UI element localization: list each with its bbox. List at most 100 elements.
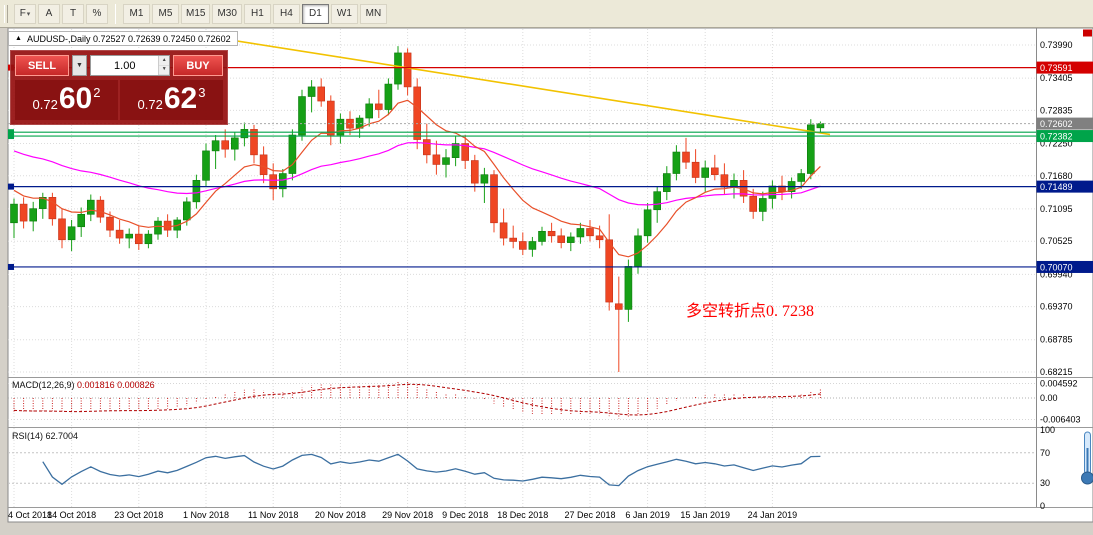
tool-f-button[interactable]: F ▾ (14, 3, 36, 24)
toolbar-grip[interactable] (4, 4, 8, 23)
ask-price-display: 0.72 62 3 (120, 80, 223, 120)
timeframe-w1-button[interactable]: W1 (330, 3, 358, 24)
tool-a-button[interactable]: A (38, 3, 60, 24)
rsi-label: RSI(14) 62.7004 (12, 431, 78, 441)
candle-body (518, 241, 527, 250)
candle-body (816, 123, 825, 129)
rsi-value: 62.7004 (45, 431, 79, 441)
price-axis-label: 0.68785 (1040, 335, 1073, 345)
candle-body (566, 236, 575, 243)
candle-body (278, 173, 287, 190)
candle-body (547, 230, 556, 237)
candle-body (48, 197, 57, 220)
date-axis-label: 23 Oct 2018 (114, 510, 163, 520)
line-handle[interactable] (8, 133, 14, 140)
bid-pips: 60 (58, 82, 93, 115)
tool-f-label: F (19, 8, 26, 19)
candle-body (682, 151, 690, 163)
timeframe-m5-button[interactable]: M5 (152, 3, 179, 24)
date-axis-label: 18 Dec 2018 (497, 510, 548, 520)
candle-body (250, 129, 258, 156)
candle-body (624, 266, 633, 310)
timeframe-h4-button[interactable]: H4 (272, 3, 300, 24)
candle-body (403, 52, 412, 88)
candle-body (317, 86, 326, 102)
thermometer-icon (1081, 471, 1093, 485)
ask-pipette: 3 (198, 85, 206, 100)
candle-body (307, 86, 316, 97)
macd-axis-label: -0.006403 (1040, 415, 1081, 425)
line-handle[interactable] (8, 129, 14, 136)
line-handle[interactable] (8, 183, 14, 190)
ma-fast-line (13, 99, 821, 258)
candle-body (77, 214, 85, 228)
timeframe-m15-button[interactable]: M15 (181, 3, 211, 24)
candle-body (115, 229, 124, 239)
candle-body (163, 220, 172, 231)
candle-body (710, 167, 719, 175)
timeframe-d1-button[interactable]: D1 (301, 3, 329, 24)
timeframe-mn-button[interactable]: MN (359, 3, 387, 24)
candle-body (758, 198, 767, 212)
date-axis-label: 27 Dec 2018 (564, 510, 615, 520)
bid-price-display: 0.72 60 2 (15, 80, 118, 120)
price-tag-label: 0.71489 (1040, 182, 1073, 192)
toolbar: F ▾ A T % M1 M5 M15 M30 H1 H4 D1 W1 MN (0, 0, 1093, 28)
macd-axis-label: 0.00 (1040, 393, 1058, 403)
candle-body (662, 173, 671, 192)
volume-increment-button[interactable]: ▲ (159, 56, 169, 66)
candle-body (778, 185, 786, 192)
candle-body (374, 103, 383, 110)
candle-body (528, 241, 537, 250)
ask-prefix: 0.72 (137, 97, 163, 112)
ma-slow-line (13, 141, 821, 206)
buy-button[interactable]: BUY (173, 55, 223, 76)
date-axis-label: 24 Jan 2019 (748, 510, 798, 520)
candle-body (202, 150, 210, 181)
price-axis-label: 0.72835 (1040, 105, 1073, 115)
candle-body (470, 160, 479, 184)
date-axis-label: 4 Oct 2018 (8, 510, 52, 520)
price-axis-label: 0.69370 (1040, 302, 1073, 312)
line-handle[interactable] (8, 263, 14, 270)
volume-input[interactable] (91, 56, 159, 75)
macd-name: MACD(12,26,9) (12, 380, 75, 390)
candle-body (240, 129, 249, 139)
candle-body (231, 137, 239, 150)
candle-body (499, 222, 508, 239)
sell-button[interactable]: SELL (15, 55, 69, 76)
candle-body (701, 167, 710, 178)
candle-body (576, 228, 585, 238)
candle-body (451, 143, 460, 158)
candle-body (29, 208, 38, 222)
macd-value-2: 0.000826 (117, 380, 155, 390)
date-axis-label: 14 Oct 2018 (47, 510, 96, 520)
candle-body (749, 195, 758, 212)
tool-percent-button[interactable]: % (86, 3, 108, 24)
candle-body (10, 203, 18, 224)
price-axis-label: 0.73990 (1040, 40, 1073, 50)
candle-body (432, 154, 441, 165)
volume-decrement-button[interactable]: ▼ (159, 65, 169, 75)
tool-t-button[interactable]: T (62, 3, 84, 24)
volume-stepper: ▲ ▼ (158, 56, 169, 75)
candle-body (605, 239, 614, 303)
candle-body (365, 103, 374, 119)
candle-body (288, 134, 297, 174)
date-axis-label: 6 Jan 2019 (625, 510, 670, 520)
candle-body (58, 218, 66, 241)
volume-dropdown-button[interactable]: ▼ (72, 55, 87, 76)
descending-trendline[interactable] (186, 32, 831, 136)
candle-body (422, 139, 431, 156)
timeframe-m1-button[interactable]: M1 (123, 3, 150, 24)
symbol-title: AUDUSD-,Daily 0.72527 0.72639 0.72450 0.… (26, 33, 231, 44)
candle-body (154, 220, 162, 235)
rsi-line (42, 453, 821, 487)
timeframe-h1-button[interactable]: H1 (243, 3, 271, 24)
candle-body (720, 174, 729, 188)
timeframe-m30-button[interactable]: M30 (212, 3, 242, 24)
candlestick-icon: ▲ (15, 35, 22, 42)
date-axis-label: 1 Nov 2018 (183, 510, 229, 520)
chart-annotation: 多空转折点0. 7238 (686, 303, 815, 320)
